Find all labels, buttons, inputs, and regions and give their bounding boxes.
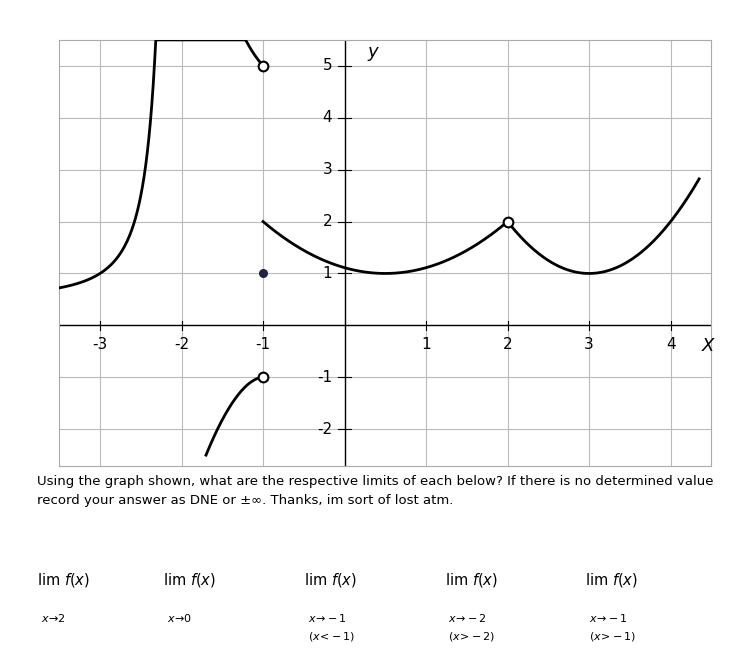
Text: 3: 3 — [322, 162, 333, 177]
Text: $(x\!>\!-1)$: $(x\!>\!-1)$ — [589, 630, 637, 644]
Text: Using the graph shown, what are the respective limits of each below? If there is: Using the graph shown, what are the resp… — [37, 475, 714, 507]
Text: $x\!\to\!-1$: $x\!\to\!-1$ — [589, 612, 628, 624]
Text: 1: 1 — [323, 266, 333, 281]
Text: 4: 4 — [666, 336, 675, 352]
Text: -1: -1 — [317, 370, 333, 385]
Text: 2: 2 — [323, 214, 333, 229]
Text: X: X — [702, 336, 714, 355]
Text: 3: 3 — [584, 336, 594, 352]
Text: -2: -2 — [317, 422, 333, 437]
Text: $\lim$ $f(x)$: $\lim$ $f(x)$ — [585, 571, 638, 589]
Text: -2: -2 — [174, 336, 189, 352]
Text: 5: 5 — [323, 59, 333, 73]
Text: $(x\!<\!-1)$: $(x\!<\!-1)$ — [308, 630, 355, 644]
Text: $x\!\to\!-1$: $x\!\to\!-1$ — [308, 612, 346, 624]
Text: $\lim$ $f(x)$: $\lim$ $f(x)$ — [445, 571, 497, 589]
Text: 1: 1 — [422, 336, 431, 352]
Text: $x\!\to\!-2$: $x\!\to\!-2$ — [448, 612, 487, 624]
Text: $\lim$ $f(x)$: $\lim$ $f(x)$ — [37, 571, 90, 589]
Text: $\lim$ $f(x)$: $\lim$ $f(x)$ — [163, 571, 216, 589]
Text: 4: 4 — [323, 110, 333, 125]
Text: -3: -3 — [93, 336, 107, 352]
Text: $x\!\to\!2$: $x\!\to\!2$ — [41, 612, 66, 624]
Text: y: y — [368, 43, 378, 61]
Text: 2: 2 — [503, 336, 512, 352]
Text: $\lim$ $f(x)$: $\lim$ $f(x)$ — [304, 571, 356, 589]
Text: -1: -1 — [256, 336, 270, 352]
Text: $(x\!>\!-2)$: $(x\!>\!-2)$ — [448, 630, 496, 644]
Text: $x\!\to\!0$: $x\!\to\!0$ — [167, 612, 192, 624]
